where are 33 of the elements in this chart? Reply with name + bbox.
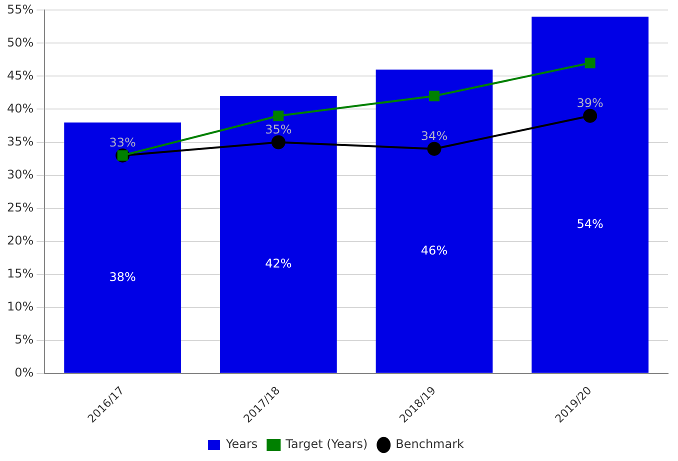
legend-label: Target (Years) (284, 437, 368, 452)
y-tick-label: 25% (7, 200, 34, 214)
legend-label: Benchmark (396, 437, 464, 452)
bar (532, 16, 649, 373)
y-tick-label: 20% (7, 233, 34, 248)
y-tick-label: 40% (7, 101, 34, 116)
data-label: 38% (109, 270, 136, 284)
bar (376, 70, 493, 373)
y-tick-label: 0% (14, 365, 34, 380)
y-tick-label: 35% (7, 134, 34, 148)
y-tick-label: 45% (7, 68, 34, 82)
data-label: 42% (265, 256, 292, 271)
data-label: 33% (109, 136, 136, 150)
bar (64, 122, 182, 373)
point (273, 110, 284, 122)
bar (220, 96, 337, 373)
y-tick-label: 50% (7, 35, 34, 50)
data-label: 39% (576, 96, 604, 110)
y-tick-label: 10% (7, 299, 34, 314)
y-tick-label: 55% (7, 2, 34, 16)
y-tick-label: 5% (14, 332, 34, 346)
legend-label: Years (225, 437, 258, 452)
data-label: 46% (420, 243, 448, 258)
y-tick-label: 30% (7, 167, 34, 182)
point (429, 90, 440, 102)
y-tick-label: 15% (7, 266, 34, 280)
point (271, 135, 286, 150)
data-label: 35% (265, 122, 292, 136)
point (427, 142, 442, 156)
data-label: 54% (576, 216, 604, 231)
point (584, 58, 596, 68)
data-label: 34% (420, 128, 448, 143)
point (583, 108, 598, 123)
